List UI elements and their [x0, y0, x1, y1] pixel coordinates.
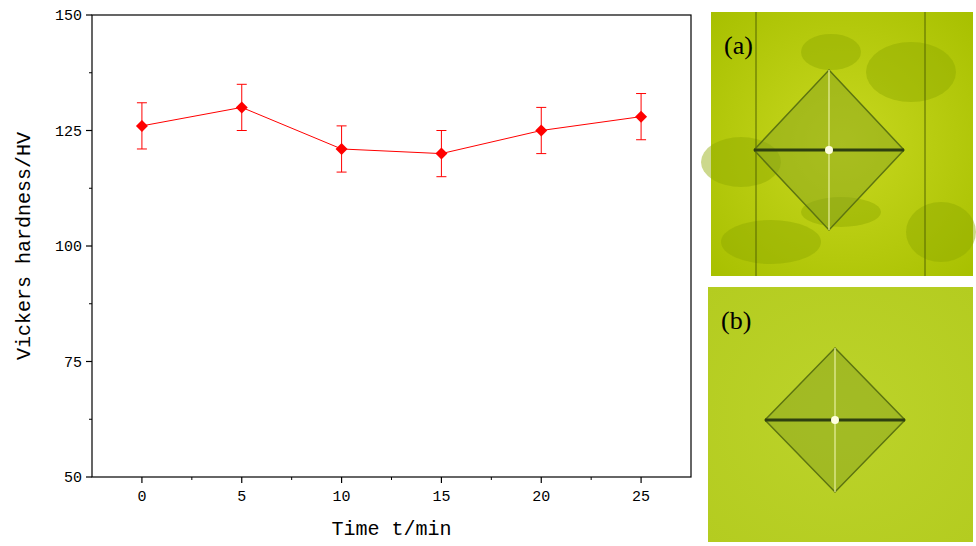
indent-center [831, 416, 839, 424]
data-group [136, 84, 647, 176]
micrograph-bg [708, 287, 973, 542]
error-cap [237, 130, 247, 131]
error-cap [536, 153, 546, 154]
x-minor-tick [191, 477, 192, 480]
y-tick [86, 361, 92, 362]
texture [906, 202, 976, 262]
texture [866, 42, 956, 102]
y-tick [86, 245, 92, 246]
x-tick [541, 477, 542, 483]
error-cap [237, 84, 247, 85]
y-tick-label: 125 [55, 124, 82, 141]
texture [801, 34, 861, 70]
error-cap [436, 130, 446, 131]
x-axis-title: Time t/min [331, 518, 451, 541]
error-cap [337, 125, 347, 126]
plot-frame [92, 15, 691, 477]
x-tick [141, 477, 142, 483]
indent [765, 348, 905, 492]
micrograph-panel: (b) [708, 287, 973, 542]
y-tick-label: 75 [64, 355, 82, 372]
measure-line [756, 12, 757, 276]
error-cap [137, 102, 147, 103]
y-tick [86, 14, 92, 15]
x-minor-tick [291, 477, 292, 480]
error-cap [636, 139, 646, 140]
error-bar [137, 103, 147, 149]
x-minor-tick [591, 477, 592, 480]
error-cap [436, 176, 446, 177]
error-cap [536, 107, 546, 108]
error-bar [636, 94, 646, 140]
y-axis-title: Vickers hardness/HV [13, 132, 36, 360]
panel-label: (b) [721, 306, 751, 335]
y-tick-label: 150 [55, 8, 82, 25]
data-point [535, 125, 547, 137]
panel-label: (a) [724, 31, 753, 60]
error-bar [436, 131, 446, 177]
error-cap [137, 148, 147, 149]
data-point [635, 111, 647, 123]
data-point [236, 101, 248, 113]
x-tick-label: 15 [432, 489, 450, 506]
x-tick-label: 10 [333, 489, 351, 506]
indent-center [825, 146, 833, 154]
y-tick [86, 476, 92, 477]
data-point [435, 148, 447, 160]
texture [721, 220, 821, 264]
indent [754, 70, 904, 230]
y-tick [86, 130, 92, 131]
x-tick [241, 477, 242, 483]
error-cap [636, 93, 646, 94]
x-minor-tick [391, 477, 392, 480]
y-tick-label: 100 [55, 239, 82, 256]
y-minor-tick [89, 303, 92, 304]
y-tick-label: 50 [64, 470, 82, 487]
x-tick [341, 477, 342, 483]
data-line [142, 107, 641, 153]
x-tick-label: 5 [237, 489, 246, 506]
measure-line [925, 12, 926, 276]
error-bar [237, 84, 247, 130]
x-tick-label: 20 [532, 489, 550, 506]
x-minor-tick [491, 477, 492, 480]
error-bar [337, 126, 347, 172]
data-point [336, 143, 348, 155]
y-minor-tick [89, 188, 92, 189]
error-bar [536, 107, 546, 153]
x-tick [441, 477, 442, 483]
x-tick-label: 25 [632, 489, 650, 506]
y-minor-tick [89, 419, 92, 420]
y-minor-tick [89, 72, 92, 73]
error-cap [337, 172, 347, 173]
micrograph-panel: (a) [701, 12, 976, 276]
x-tick-label: 0 [137, 489, 146, 506]
data-point [136, 120, 148, 132]
x-tick [640, 477, 641, 483]
